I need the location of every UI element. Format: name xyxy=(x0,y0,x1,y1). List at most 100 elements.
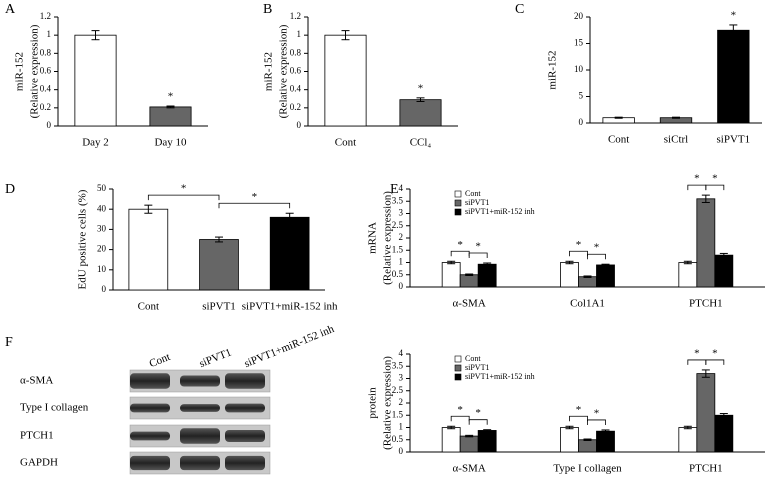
significance: * xyxy=(712,347,718,359)
blot-band xyxy=(180,404,220,412)
significance: * xyxy=(694,173,700,185)
x-tick-label: Day 10 xyxy=(154,137,187,149)
panel-letter: D xyxy=(5,182,15,197)
legend-label: Cont xyxy=(465,354,481,363)
significance: * xyxy=(252,191,258,203)
y-tick-label: 10 xyxy=(574,64,584,74)
bar xyxy=(560,427,579,453)
y-tick-label: 0 xyxy=(102,284,107,294)
significance: * xyxy=(594,407,600,419)
x-tick-label: PTCH1 xyxy=(689,463,723,475)
blot-band xyxy=(225,429,265,443)
y-tick-label: 0.6 xyxy=(40,66,52,76)
y-tick-label: 4 xyxy=(399,348,404,358)
significance-bracket xyxy=(705,184,725,191)
x-tick-label: Day 2 xyxy=(82,137,109,149)
y-tick-label: 2 xyxy=(399,232,404,242)
y-tick-label: 50 xyxy=(97,183,107,193)
blot-band xyxy=(130,373,170,389)
y-tick-label: 1.5 xyxy=(392,244,404,254)
y-tick-label: 0.8 xyxy=(40,47,52,57)
y-tick-label: 1 xyxy=(399,422,404,432)
y-tick-label: 3 xyxy=(399,373,404,383)
x-tick-label: PTCH1 xyxy=(689,298,723,310)
bar xyxy=(477,263,497,288)
panel-letter: A xyxy=(5,2,16,17)
significance: * xyxy=(181,183,187,195)
y-tick-label: 40 xyxy=(97,203,107,213)
y-axis-label: mRNA xyxy=(367,222,379,254)
y-tick-label: 3.5 xyxy=(392,195,404,205)
legend-swatch xyxy=(454,190,462,198)
y-tick-label: 1.2 xyxy=(290,11,301,21)
x-tick-label: Type I collagen xyxy=(553,463,622,475)
blot-band xyxy=(225,373,265,389)
bar xyxy=(678,427,698,453)
significance: * xyxy=(457,404,463,416)
bar xyxy=(596,264,615,288)
blot-band xyxy=(130,403,170,413)
bar xyxy=(459,435,479,453)
bar xyxy=(578,439,597,453)
x-tick-label: Cont xyxy=(335,137,356,149)
y-tick-label: 1.2 xyxy=(40,11,51,21)
significance-bracket xyxy=(687,359,707,365)
bar xyxy=(199,239,239,291)
lane-label: Cont xyxy=(148,351,172,370)
significance: * xyxy=(594,242,600,254)
significance: * xyxy=(576,239,582,251)
legend-label: siPVT1+miR-152 inh xyxy=(465,207,535,216)
panel-letter: C xyxy=(515,2,524,17)
significance-bracket xyxy=(569,250,588,257)
bar xyxy=(714,254,734,288)
bar xyxy=(714,414,734,453)
x-tick-label: siPVT1+miR-152 inh xyxy=(242,301,338,313)
significance: * xyxy=(475,241,481,253)
y-axis-label: (Relative expression) xyxy=(29,24,41,118)
significance: * xyxy=(475,407,481,419)
legend-swatch xyxy=(454,199,462,207)
y-tick-label: 20 xyxy=(574,11,584,21)
y-axis-label: miR-152 xyxy=(14,52,26,91)
significance: * xyxy=(168,91,174,103)
y-tick-label: 5 xyxy=(579,91,584,101)
y-axis-label: (Relative expression) xyxy=(382,191,394,285)
significance-bracket xyxy=(569,415,588,422)
significance: * xyxy=(576,404,582,416)
row-label: Type I collagen xyxy=(20,402,89,414)
significance: * xyxy=(731,9,737,21)
bar xyxy=(696,373,716,453)
x-tick-label: siPVT1 xyxy=(717,134,751,146)
y-tick-label: 0 xyxy=(399,446,404,456)
bar xyxy=(459,274,479,288)
row-label: PTCH1 xyxy=(20,430,54,442)
y-tick-label: 2.5 xyxy=(392,385,404,395)
bar xyxy=(74,34,117,127)
x-tick-label: α-SMA xyxy=(453,463,486,475)
blot-band xyxy=(130,455,170,471)
significance-bracket xyxy=(218,202,291,209)
y-tick-label: 0.4 xyxy=(40,84,52,94)
significance-bracket xyxy=(147,194,220,201)
bar xyxy=(441,262,461,288)
y-tick-label: 0.2 xyxy=(40,102,51,112)
x-tick-label: Col1A1 xyxy=(570,298,605,310)
blot-band xyxy=(225,455,265,471)
significance: * xyxy=(694,347,700,359)
y-tick-label: 2 xyxy=(399,397,404,407)
row-label: α-SMA xyxy=(20,375,53,387)
legend-label: siPVT1 xyxy=(465,198,489,207)
x-tick-label: α-SMA xyxy=(453,298,486,310)
x-tick-label: Cont xyxy=(608,134,629,146)
bar xyxy=(596,430,615,453)
y-axis-label: (Relative expression) xyxy=(382,356,394,450)
significance: * xyxy=(457,239,463,251)
blot-band xyxy=(225,403,265,413)
bar xyxy=(578,276,597,288)
y-tick-label: 3 xyxy=(399,208,404,218)
lane-label: siPVT1 xyxy=(198,346,234,370)
bar xyxy=(324,34,367,127)
y-axis-label: (Relative expression) xyxy=(278,24,290,118)
blot-band xyxy=(180,375,220,387)
